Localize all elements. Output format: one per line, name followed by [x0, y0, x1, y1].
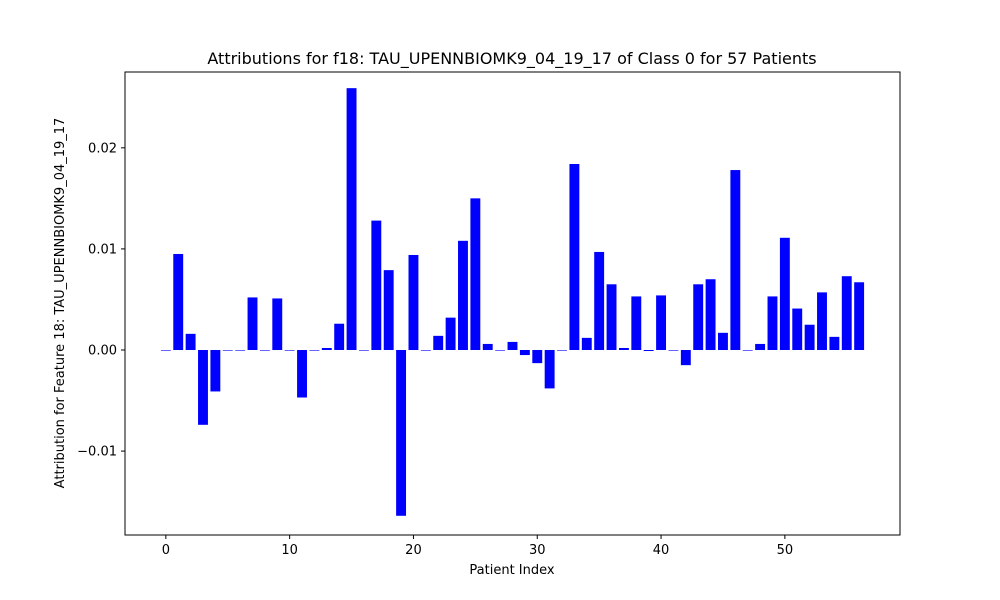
bar-patient-44 [705, 279, 716, 350]
y-tick-label: 0.00 [88, 344, 117, 359]
bar-patient-53 [817, 292, 827, 350]
bar-patient-11 [297, 350, 307, 398]
bar-patient-37 [618, 347, 629, 350]
bar-patient-41 [668, 350, 679, 351]
bar-patient-42 [680, 350, 691, 366]
bar-patient-1 [173, 253, 184, 351]
chart-title: Attributions for f18: TAU_UPENNBIOMK9_04… [207, 49, 816, 69]
bar-patient-35 [594, 251, 605, 350]
x-axis-label: Patient Index [469, 563, 554, 578]
bar-patient-6 [235, 350, 246, 351]
bar-patient-5 [222, 350, 233, 351]
bar-patient-16 [358, 350, 369, 351]
bar-patient-13 [321, 347, 332, 350]
bar-patient-27 [495, 350, 506, 351]
bar-patient-54 [829, 336, 840, 350]
y-tick-label: 0.01 [88, 242, 117, 257]
bar-patient-31 [544, 350, 555, 389]
bar-patient-49 [767, 296, 778, 350]
x-tick-label: 20 [405, 543, 422, 558]
bar-patient-56 [854, 282, 865, 350]
x-tick-label: 0 [162, 543, 170, 558]
y-tick-label: −0.01 [77, 445, 117, 460]
x-axis-ticks: 0 10 20 30 40 50 [162, 535, 793, 558]
x-tick-label: 30 [529, 543, 546, 558]
bar-patient-30 [532, 350, 543, 364]
bar-patient-25 [470, 198, 481, 350]
bar-patient-51 [792, 308, 803, 350]
bar-patient-45 [718, 332, 728, 351]
bar-patient-10 [284, 350, 295, 351]
bar-patient-4 [210, 350, 221, 392]
bar-patient-8 [259, 350, 270, 351]
bar-patient-34 [581, 337, 592, 350]
bar-patient-14 [334, 323, 345, 350]
bar-patient-19 [396, 350, 407, 516]
x-tick-label: 10 [281, 543, 298, 558]
bar-patient-17 [371, 220, 382, 350]
bar-patient-15 [346, 88, 357, 351]
bar-patient-28 [507, 341, 518, 350]
y-axis-ticks: −0.01 0.00 0.01 0.02 [77, 141, 125, 460]
bar-patient-12 [309, 350, 320, 351]
y-axis-label: Attribution for Feature 18: TAU_UPENNBIO… [53, 118, 68, 489]
bar-patient-33 [569, 163, 580, 350]
bar-patient-55 [841, 276, 852, 351]
bar-patient-36 [606, 284, 617, 350]
bar-patient-2 [185, 333, 196, 350]
bar-patient-39 [643, 350, 654, 352]
bar-patient-48 [755, 343, 766, 351]
bar-patient-26 [482, 343, 493, 351]
x-tick-label: 40 [653, 543, 670, 558]
bar-patient-32 [557, 350, 567, 351]
bar-patient-7 [247, 297, 258, 350]
bar-patient-43 [693, 284, 704, 350]
bar-patient-50 [779, 237, 790, 350]
bar-patient-21 [420, 350, 431, 351]
bar-patient-40 [656, 295, 667, 350]
bar-patient-9 [272, 298, 283, 351]
bar-patient-22 [433, 335, 444, 350]
bars-group [160, 88, 865, 516]
bar-patient-52 [804, 324, 815, 350]
bar-patient-3 [198, 350, 208, 425]
bar-patient-29 [519, 350, 530, 356]
y-tick-label: 0.02 [88, 141, 117, 156]
bar-patient-0 [160, 350, 171, 351]
bar-patient-18 [383, 270, 394, 350]
bar-patient-38 [631, 296, 642, 350]
bar-patient-23 [445, 317, 456, 350]
plot-frame [124, 71, 901, 536]
x-tick-label: 50 [777, 543, 794, 558]
bar-patient-46 [730, 170, 741, 350]
bar-patient-24 [458, 240, 468, 350]
bar-patient-20 [408, 254, 419, 351]
bar-patient-47 [742, 350, 753, 351]
